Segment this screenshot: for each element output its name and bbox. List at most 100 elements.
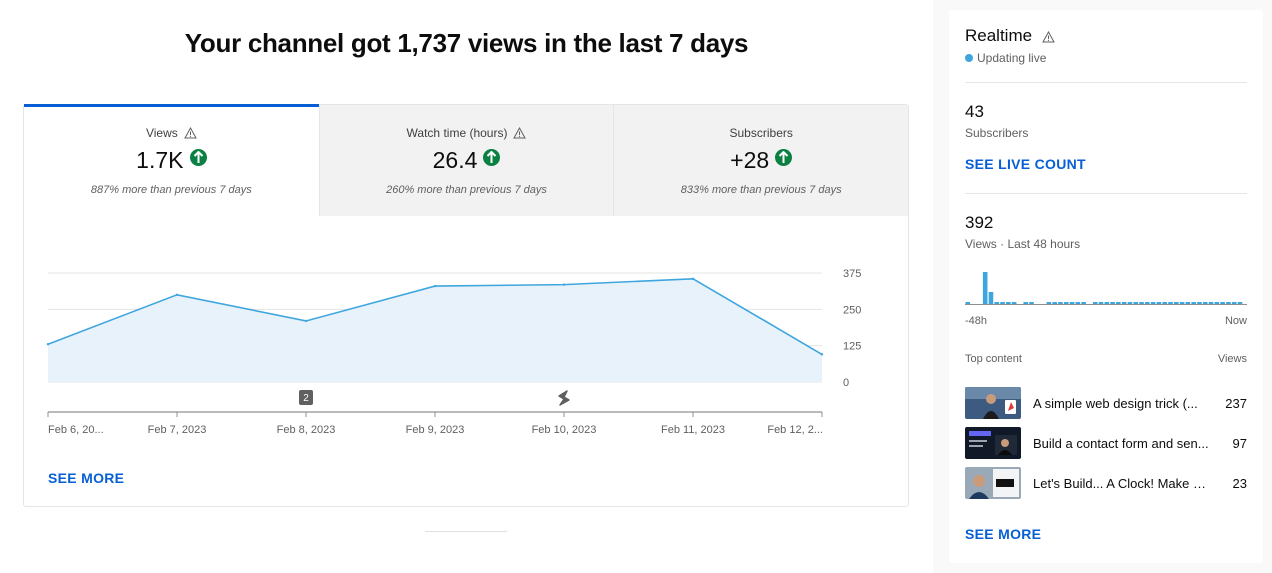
- realtime-bar[interactable]: [1098, 302, 1104, 304]
- tab-value: 1.7K: [136, 147, 184, 173]
- top-content-item[interactable]: A simple web design trick (... 237: [965, 387, 1247, 419]
- data-point: [304, 319, 308, 323]
- realtime-bar[interactable]: [1237, 302, 1243, 304]
- arrow-up-circle-icon: [775, 149, 793, 166]
- realtime-bar[interactable]: [965, 302, 971, 304]
- tab-subscribers[interactable]: Subscribers +28 833% more than previous …: [613, 105, 909, 216]
- realtime-panel: Realtime Updating live 43 Subscribers SE…: [949, 10, 1263, 563]
- area-fill: [48, 278, 822, 382]
- video-title: A simple web design trick (...: [1033, 396, 1198, 411]
- x-tick-label: Feb 10, 2023: [532, 424, 597, 436]
- x-tick-label: Feb 11, 2023: [661, 424, 725, 436]
- video-title: Build a contact form and sen...: [1033, 436, 1209, 451]
- realtime-bar[interactable]: [1179, 302, 1185, 304]
- realtime-bar[interactable]: [1150, 302, 1156, 304]
- video-views: 97: [1232, 436, 1247, 451]
- warning-icon[interactable]: [183, 127, 197, 139]
- shorts-icon: [558, 390, 570, 406]
- realtime-bar[interactable]: [1162, 302, 1168, 304]
- data-point: [820, 353, 824, 356]
- realtime-bar[interactable]: [1092, 302, 1098, 304]
- x-tick-label: Feb 12, 2...: [767, 424, 823, 436]
- metric-tabs: Views 1.7K 887% more than previous 7 day…: [24, 104, 909, 216]
- views-48h-count: 392: [965, 213, 994, 232]
- realtime-bar[interactable]: [1191, 302, 1196, 304]
- subscribers-count: 43: [965, 102, 984, 121]
- tab-label: Views: [145, 126, 178, 140]
- realtime-bar[interactable]: [1029, 302, 1034, 304]
- top-content-item[interactable]: Build a contact form and sen... 97: [965, 427, 1247, 459]
- tab-watch-time[interactable]: Watch time (hours) 26.4 260% more than p…: [318, 105, 614, 216]
- divider: [965, 193, 1247, 194]
- realtime-bar[interactable]: [1133, 302, 1139, 304]
- x-tick-label: Feb 7, 2023: [148, 424, 207, 436]
- y-tick-label: 250: [843, 304, 861, 316]
- realtime-bar[interactable]: [988, 292, 994, 304]
- realtime-bar[interactable]: [1202, 302, 1208, 304]
- realtime-bar[interactable]: [1208, 302, 1214, 304]
- realtime-bar[interactable]: [1231, 302, 1237, 304]
- realtime-bar[interactable]: [1075, 302, 1081, 304]
- warning-icon[interactable]: [1042, 31, 1055, 43]
- see-more-button[interactable]: SEE MORE: [965, 526, 1042, 542]
- realtime-title: Realtime: [965, 26, 1033, 45]
- top-content-item[interactable]: Let's Build... A Clock! Make a... 23: [965, 467, 1247, 499]
- realtime-bar[interactable]: [1197, 302, 1202, 304]
- see-live-count-button[interactable]: SEE LIVE COUNT: [965, 156, 1086, 172]
- divider: [965, 82, 1247, 83]
- realtime-bar[interactable]: [1220, 302, 1225, 304]
- realtime-bar[interactable]: [982, 272, 988, 304]
- annotation-badge: [299, 390, 313, 405]
- top-content-heading: Top content: [965, 353, 1022, 365]
- realtime-bar[interactable]: [1121, 302, 1127, 304]
- tab-views[interactable]: Views 1.7K 887% more than previous 7 day…: [24, 104, 319, 216]
- data-point: [691, 277, 695, 281]
- metrics-card: Views 1.7K 887% more than previous 7 day…: [23, 104, 909, 507]
- realtime-bar[interactable]: [1145, 302, 1150, 304]
- video-title: Let's Build... A Clock! Make a...: [1033, 476, 1211, 491]
- y-tick-label: 375: [843, 268, 861, 280]
- y-tick-label: 0: [843, 377, 849, 389]
- realtime-bar[interactable]: [1069, 302, 1075, 304]
- page-headline: Your channel got 1,737 views in the last…: [184, 28, 749, 58]
- realtime-bar[interactable]: [1226, 302, 1231, 304]
- realtime-bar[interactable]: [1023, 302, 1029, 304]
- arrow-up-circle-icon: [483, 149, 501, 166]
- realtime-bar[interactable]: [1046, 302, 1052, 304]
- realtime-bar-chart[interactable]: [965, 268, 1247, 308]
- axis-start-label: -48h: [965, 315, 988, 327]
- realtime-bar[interactable]: [1011, 302, 1017, 304]
- realtime-bar[interactable]: [1063, 302, 1069, 304]
- axis-end-label: Now: [1224, 315, 1247, 327]
- video-views: 23: [1232, 476, 1247, 491]
- realtime-bar[interactable]: [1110, 302, 1115, 304]
- realtime-bar[interactable]: [1081, 302, 1086, 304]
- realtime-bar[interactable]: [1139, 302, 1144, 304]
- realtime-bar[interactable]: [1214, 302, 1220, 304]
- x-tick-label: Feb 9, 2023: [406, 424, 465, 436]
- live-status: Updating live: [977, 51, 1047, 65]
- realtime-bar[interactable]: [994, 302, 1000, 304]
- video-thumbnail: [965, 387, 1021, 419]
- warning-icon[interactable]: [513, 127, 527, 139]
- views-48h-label: Views · Last 48 hours: [965, 237, 1081, 251]
- realtime-bar[interactable]: [1156, 302, 1162, 304]
- realtime-bar[interactable]: [1168, 302, 1173, 304]
- realtime-bar[interactable]: [1006, 302, 1011, 304]
- realtime-bar[interactable]: [1116, 302, 1121, 304]
- see-more-button[interactable]: SEE MORE: [48, 470, 125, 486]
- realtime-bar[interactable]: [1052, 302, 1057, 304]
- realtime-bar[interactable]: [1185, 302, 1191, 304]
- data-point: [175, 293, 179, 296]
- realtime-bar[interactable]: [1104, 302, 1110, 304]
- realtime-bar[interactable]: [1000, 302, 1005, 304]
- tab-label: Subscribers: [729, 126, 793, 140]
- realtime-bar[interactable]: [1127, 302, 1133, 304]
- tab-comparison: 260% more than previous 7 days: [386, 184, 547, 196]
- realtime-bar[interactable]: [1174, 302, 1179, 304]
- views-chart[interactable]: 375 250 125 0 Feb 6, 20... Feb 7, 2023 Feb 8, …: [24, 105, 908, 455]
- y-tick-label: 125: [843, 341, 861, 353]
- realtime-bar[interactable]: [1058, 302, 1063, 304]
- tab-label: Watch time (hours): [406, 126, 508, 140]
- video-thumbnail: [965, 467, 1021, 499]
